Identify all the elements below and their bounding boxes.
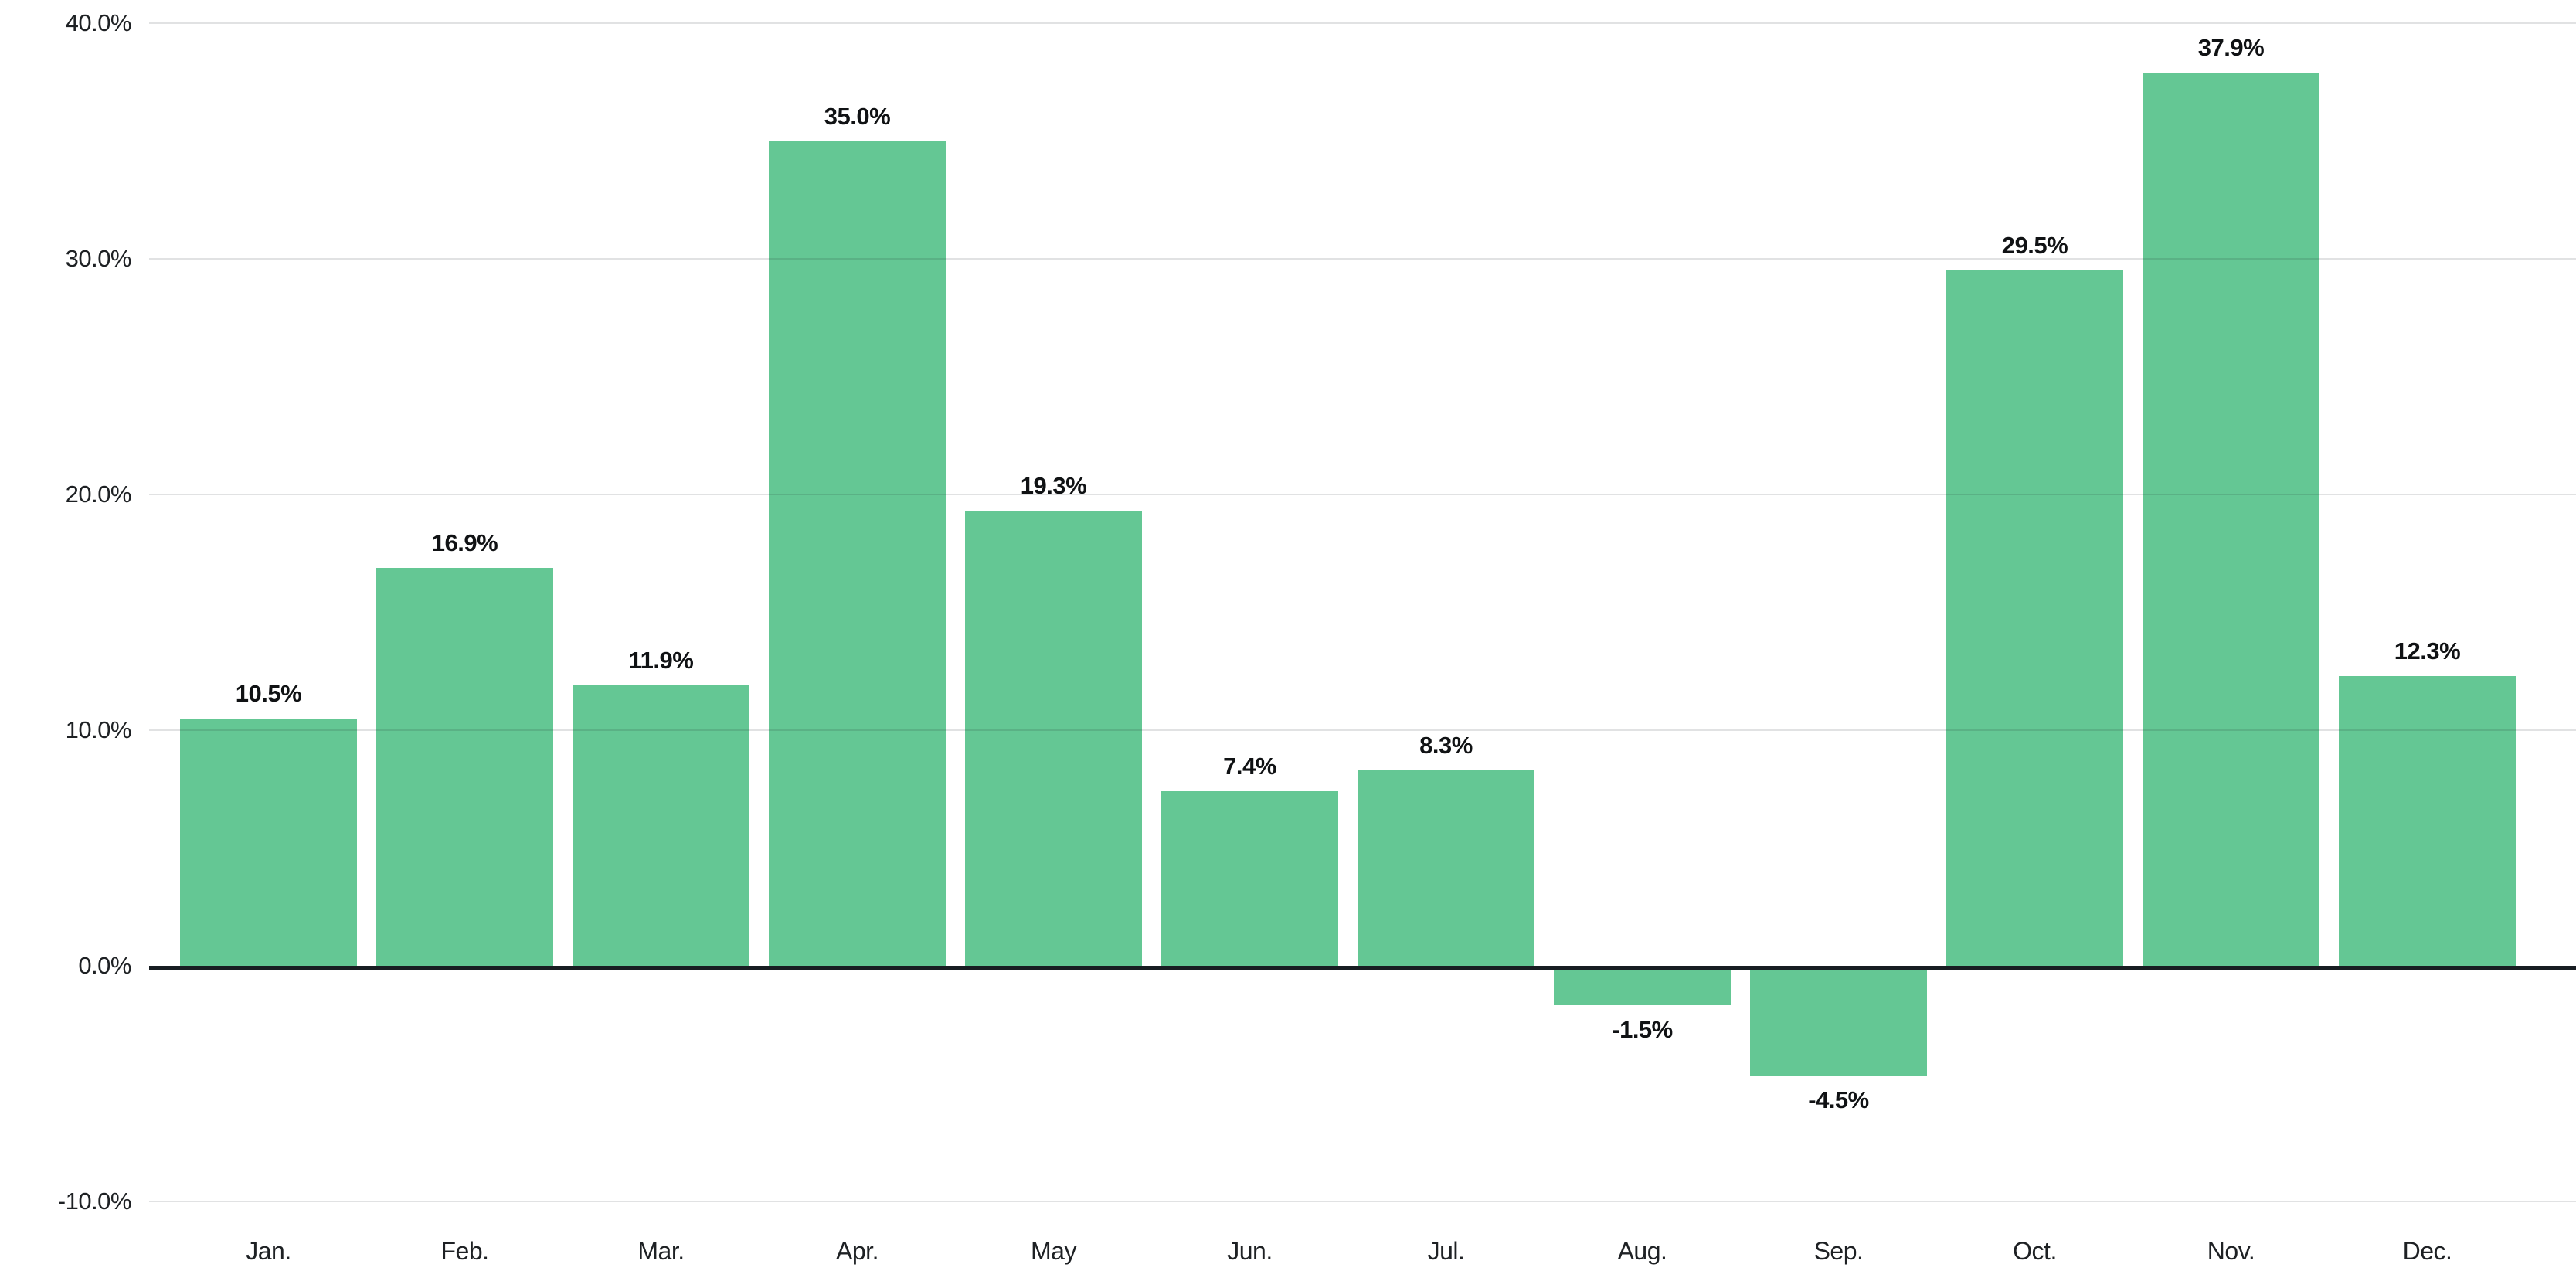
x-tick-label: Aug.	[1617, 1237, 1667, 1265]
x-tick-label: May	[1031, 1237, 1076, 1265]
y-tick-label: 10.0%	[65, 716, 132, 743]
bar-value-label: 7.4%	[1223, 753, 1276, 780]
bar[interactable]	[1161, 791, 1338, 966]
x-tick-label: Sep.	[1813, 1237, 1864, 1265]
y-gridline	[149, 22, 2576, 24]
x-tick-label: Mar.	[637, 1237, 685, 1265]
bar[interactable]	[1750, 970, 1927, 1076]
y-tick-label: 30.0%	[65, 245, 132, 272]
bar-value-label: 10.5%	[235, 679, 302, 707]
x-tick-label: Dec.	[2402, 1237, 2452, 1265]
x-tick-label: Jan.	[246, 1237, 291, 1265]
bar[interactable]	[965, 511, 1142, 966]
x-tick-label: Jun.	[1227, 1237, 1273, 1265]
bar[interactable]	[769, 141, 946, 966]
bar[interactable]	[2143, 73, 2319, 966]
bar[interactable]	[180, 718, 357, 966]
y-tick-label: 0.0%	[78, 952, 131, 979]
bar-value-label: 12.3%	[2394, 637, 2461, 664]
bar-value-label: 19.3%	[1020, 472, 1087, 500]
bar[interactable]	[1358, 770, 1534, 966]
y-gridline	[149, 1201, 2576, 1202]
bar-value-label: -4.5%	[1808, 1086, 1869, 1114]
zero-axis-line	[149, 966, 2576, 970]
bar[interactable]	[2339, 675, 2516, 966]
bar-value-label: 35.0%	[824, 102, 891, 130]
bar-value-label: 16.9%	[431, 528, 498, 556]
bar-value-label: 8.3%	[1419, 731, 1473, 759]
bar-value-label: 37.9%	[2197, 34, 2265, 62]
y-tick-label: -10.0%	[57, 1188, 132, 1215]
bar[interactable]	[1946, 270, 2123, 966]
y-tick-label: 20.0%	[65, 481, 132, 508]
y-gridline	[149, 258, 2576, 260]
x-tick-label: Feb.	[440, 1237, 489, 1265]
y-tick-label: 40.0%	[65, 9, 132, 36]
y-gridline	[149, 729, 2576, 731]
x-tick-label: Apr.	[836, 1237, 878, 1265]
x-tick-label: Oct.	[2013, 1237, 2057, 1265]
y-gridline	[149, 494, 2576, 495]
bar-value-label: 29.5%	[2001, 232, 2068, 260]
bar[interactable]	[376, 567, 553, 966]
bar-value-label: 11.9%	[628, 647, 694, 675]
x-tick-label: Jul.	[1427, 1237, 1465, 1265]
bar-value-label: -1.5%	[1612, 1015, 1673, 1043]
bar[interactable]	[1554, 970, 1731, 1005]
x-tick-label: Nov.	[2207, 1237, 2255, 1265]
bar[interactable]	[573, 685, 749, 966]
